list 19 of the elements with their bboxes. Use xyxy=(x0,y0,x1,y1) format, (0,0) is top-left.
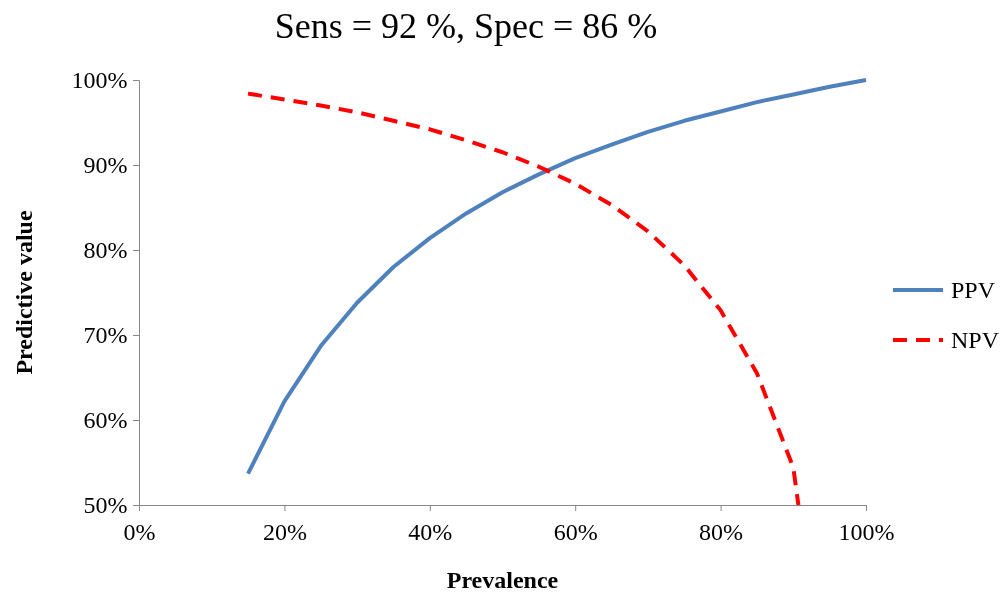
x-tick-label: 60% xyxy=(553,519,598,546)
y-axis-title: Predictive value xyxy=(11,210,37,375)
x-axis-title: Prevalence xyxy=(446,567,559,593)
legend-label: NPV xyxy=(951,327,1000,353)
y-tick-label: 60% xyxy=(83,407,128,434)
x-tick-label: 0% xyxy=(123,519,156,546)
line-series xyxy=(246,91,801,507)
x-tick-label: 100% xyxy=(838,519,895,546)
y-tick-label: 70% xyxy=(83,322,128,349)
y-tick-label: 90% xyxy=(83,152,128,179)
chart-title: Sens = 92 %, Spec = 86 % xyxy=(274,6,658,46)
legend-label: PPV xyxy=(951,277,996,303)
y-tick-label: 100% xyxy=(71,67,128,94)
y-tick-label: 50% xyxy=(83,492,128,519)
line-series xyxy=(246,78,868,476)
y-tick-label: 80% xyxy=(83,237,128,264)
x-tick-label: 40% xyxy=(408,519,453,546)
x-tick-label: 80% xyxy=(699,519,744,546)
x-tick-label: 20% xyxy=(262,519,307,546)
